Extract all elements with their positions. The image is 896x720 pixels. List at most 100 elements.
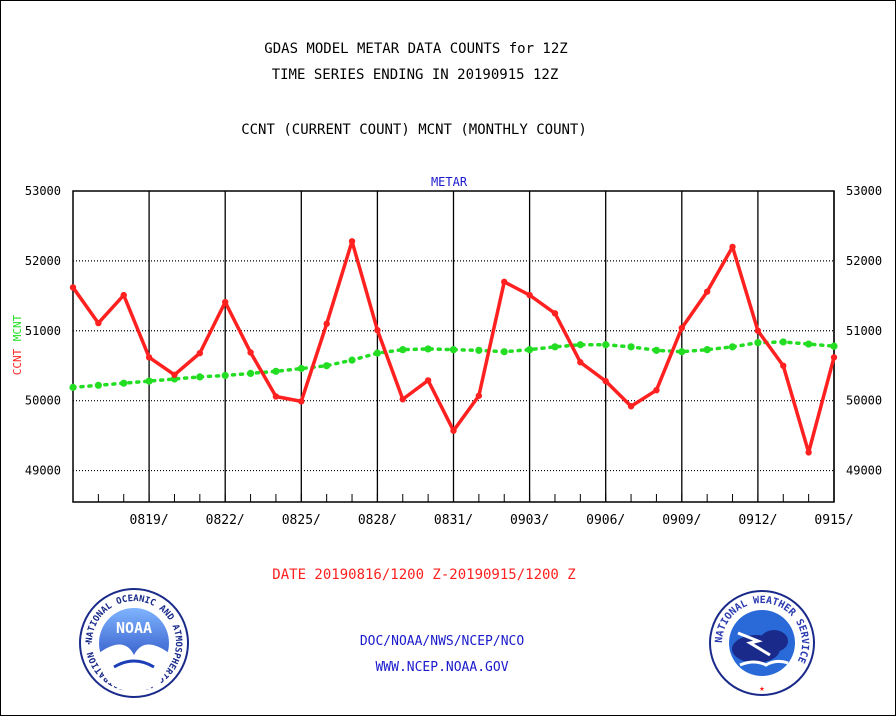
nws-star-icon: ★ bbox=[759, 684, 765, 694]
data-point-ccnt bbox=[120, 291, 127, 299]
x-tick-label: 0825/ bbox=[282, 513, 321, 528]
data-point-ccnt bbox=[95, 319, 102, 327]
y-tick-label-left: 50000 bbox=[25, 394, 61, 408]
data-point-mcnt bbox=[526, 346, 534, 354]
data-point-ccnt bbox=[196, 349, 204, 357]
data-point-mcnt bbox=[399, 346, 407, 354]
y-tick-label-right: 52000 bbox=[846, 254, 882, 268]
data-point-mcnt bbox=[830, 342, 838, 350]
data-point-ccnt bbox=[171, 371, 178, 379]
x-tick-label: 0903/ bbox=[510, 513, 549, 528]
data-point-mcnt bbox=[805, 340, 813, 348]
y-tick-label-left: 51000 bbox=[25, 324, 61, 338]
data-point-ccnt bbox=[399, 396, 406, 403]
data-point-ccnt bbox=[424, 377, 432, 384]
y-tick-label-left: 53000 bbox=[25, 184, 61, 198]
x-tick-label: 0906/ bbox=[586, 513, 625, 528]
data-point-mcnt bbox=[678, 348, 686, 356]
y-tick-label-right: 53000 bbox=[846, 184, 882, 198]
data-point-mcnt bbox=[602, 341, 610, 349]
x-tick-label: 0831/ bbox=[434, 513, 473, 528]
nws-logo: NATIONAL WEATHER SERVICE ★ bbox=[709, 590, 815, 696]
data-point-mcnt bbox=[221, 371, 229, 380]
y-axis-label: CCNT MCNT bbox=[11, 314, 24, 375]
data-point-ccnt bbox=[805, 449, 812, 456]
data-point-ccnt bbox=[703, 288, 711, 295]
data-point-ccnt bbox=[450, 427, 457, 434]
y-tick-label-left: 49000 bbox=[25, 464, 61, 478]
date-range-label: DATE 20190816/1200 Z-20190915/1200 Z bbox=[272, 567, 575, 583]
data-point-ccnt bbox=[627, 403, 635, 410]
noaa-logo: NATIONAL OCEANIC AND ATMOSPHERIC ADMINIS… bbox=[79, 588, 189, 698]
y-tick-labels: 49000 49000 50000 50000 51000 51000 52000 52000… bbox=[25, 184, 882, 478]
website-link[interactable]: WWW.NCEP.NOAA.GOV bbox=[375, 660, 508, 675]
y-tick-label-right: 50000 bbox=[846, 394, 882, 408]
data-point-mcnt bbox=[69, 383, 77, 391]
y-tick-label-right: 49000 bbox=[846, 464, 882, 478]
data-point-ccnt bbox=[729, 243, 736, 251]
chart-title-line2: TIME SERIES ENDING IN 20190915 12Z bbox=[272, 67, 559, 83]
x-tick-label: 0819/ bbox=[130, 513, 169, 528]
data-point-mcnt bbox=[627, 343, 635, 351]
data-point-mcnt bbox=[348, 356, 356, 364]
data-point-mcnt bbox=[145, 377, 153, 385]
data-point-ccnt bbox=[551, 310, 559, 317]
data-point-mcnt bbox=[373, 349, 381, 357]
data-point-mcnt bbox=[94, 381, 102, 389]
data-point-mcnt bbox=[652, 346, 661, 354]
x-tick-label: 0822/ bbox=[206, 513, 245, 528]
data-point-ccnt bbox=[348, 238, 356, 245]
data-point-mcnt bbox=[754, 339, 762, 347]
chart-subtitle: CCNT (CURRENT COUNT) MCNT (MONTHLY COUNT… bbox=[241, 122, 587, 138]
data-point-mcnt bbox=[576, 341, 584, 349]
x-tick-label: 0915/ bbox=[814, 513, 853, 528]
y-tick-label-left: 52000 bbox=[25, 254, 61, 268]
data-point-ccnt bbox=[780, 362, 787, 369]
data-point-ccnt bbox=[754, 327, 762, 334]
data-point-ccnt bbox=[830, 354, 838, 361]
y-axis-label-mcnt: MCNT bbox=[11, 314, 24, 341]
data-point-ccnt bbox=[247, 349, 254, 356]
data-point-mcnt bbox=[246, 369, 255, 378]
data-point-ccnt bbox=[475, 392, 483, 399]
data-point-ccnt bbox=[69, 284, 77, 291]
data-point-mcnt bbox=[120, 379, 128, 387]
x-tick-label: 0828/ bbox=[358, 513, 397, 528]
data-point-mcnt bbox=[779, 338, 787, 346]
data-point-mcnt bbox=[500, 348, 508, 356]
data-point-ccnt bbox=[222, 298, 229, 306]
x-tick-label: 0912/ bbox=[738, 513, 777, 528]
data-point-mcnt bbox=[196, 373, 204, 381]
series-layer bbox=[69, 238, 838, 456]
x-tick-labels: 0819/0822/0825/0828/0831/0903/0906/0909/… bbox=[130, 513, 854, 528]
x-tick-label: 0909/ bbox=[662, 513, 701, 528]
data-point-ccnt bbox=[602, 377, 609, 385]
data-point-ccnt bbox=[298, 398, 305, 405]
data-point-ccnt bbox=[526, 291, 533, 299]
data-point-mcnt bbox=[449, 346, 458, 354]
noaa-logo-text: NOAA bbox=[116, 619, 152, 637]
data-point-mcnt bbox=[728, 343, 737, 351]
data-point-ccnt bbox=[323, 320, 330, 327]
data-point-mcnt bbox=[323, 362, 331, 370]
data-point-ccnt bbox=[678, 324, 685, 332]
data-point-ccnt bbox=[272, 393, 280, 400]
data-point-mcnt bbox=[272, 367, 280, 375]
data-point-mcnt bbox=[475, 346, 483, 354]
data-point-mcnt bbox=[703, 346, 711, 354]
data-point-mcnt bbox=[424, 345, 432, 353]
data-point-ccnt bbox=[577, 359, 584, 366]
data-point-ccnt bbox=[501, 278, 508, 286]
y-tick-label-right: 51000 bbox=[846, 324, 882, 338]
data-point-ccnt bbox=[653, 386, 660, 394]
data-point-mcnt bbox=[297, 364, 305, 373]
credit-text[interactable]: DOC/NOAA/NWS/NCEP/NCO bbox=[360, 634, 525, 649]
data-point-ccnt bbox=[374, 326, 381, 334]
plot-title: METAR bbox=[431, 175, 468, 189]
y-axis-label-ccnt: CCNT bbox=[11, 348, 24, 375]
data-point-ccnt bbox=[145, 354, 153, 361]
data-point-mcnt bbox=[551, 343, 559, 351]
chart-title-line1: GDAS MODEL METAR DATA COUNTS for 12Z bbox=[264, 41, 567, 57]
